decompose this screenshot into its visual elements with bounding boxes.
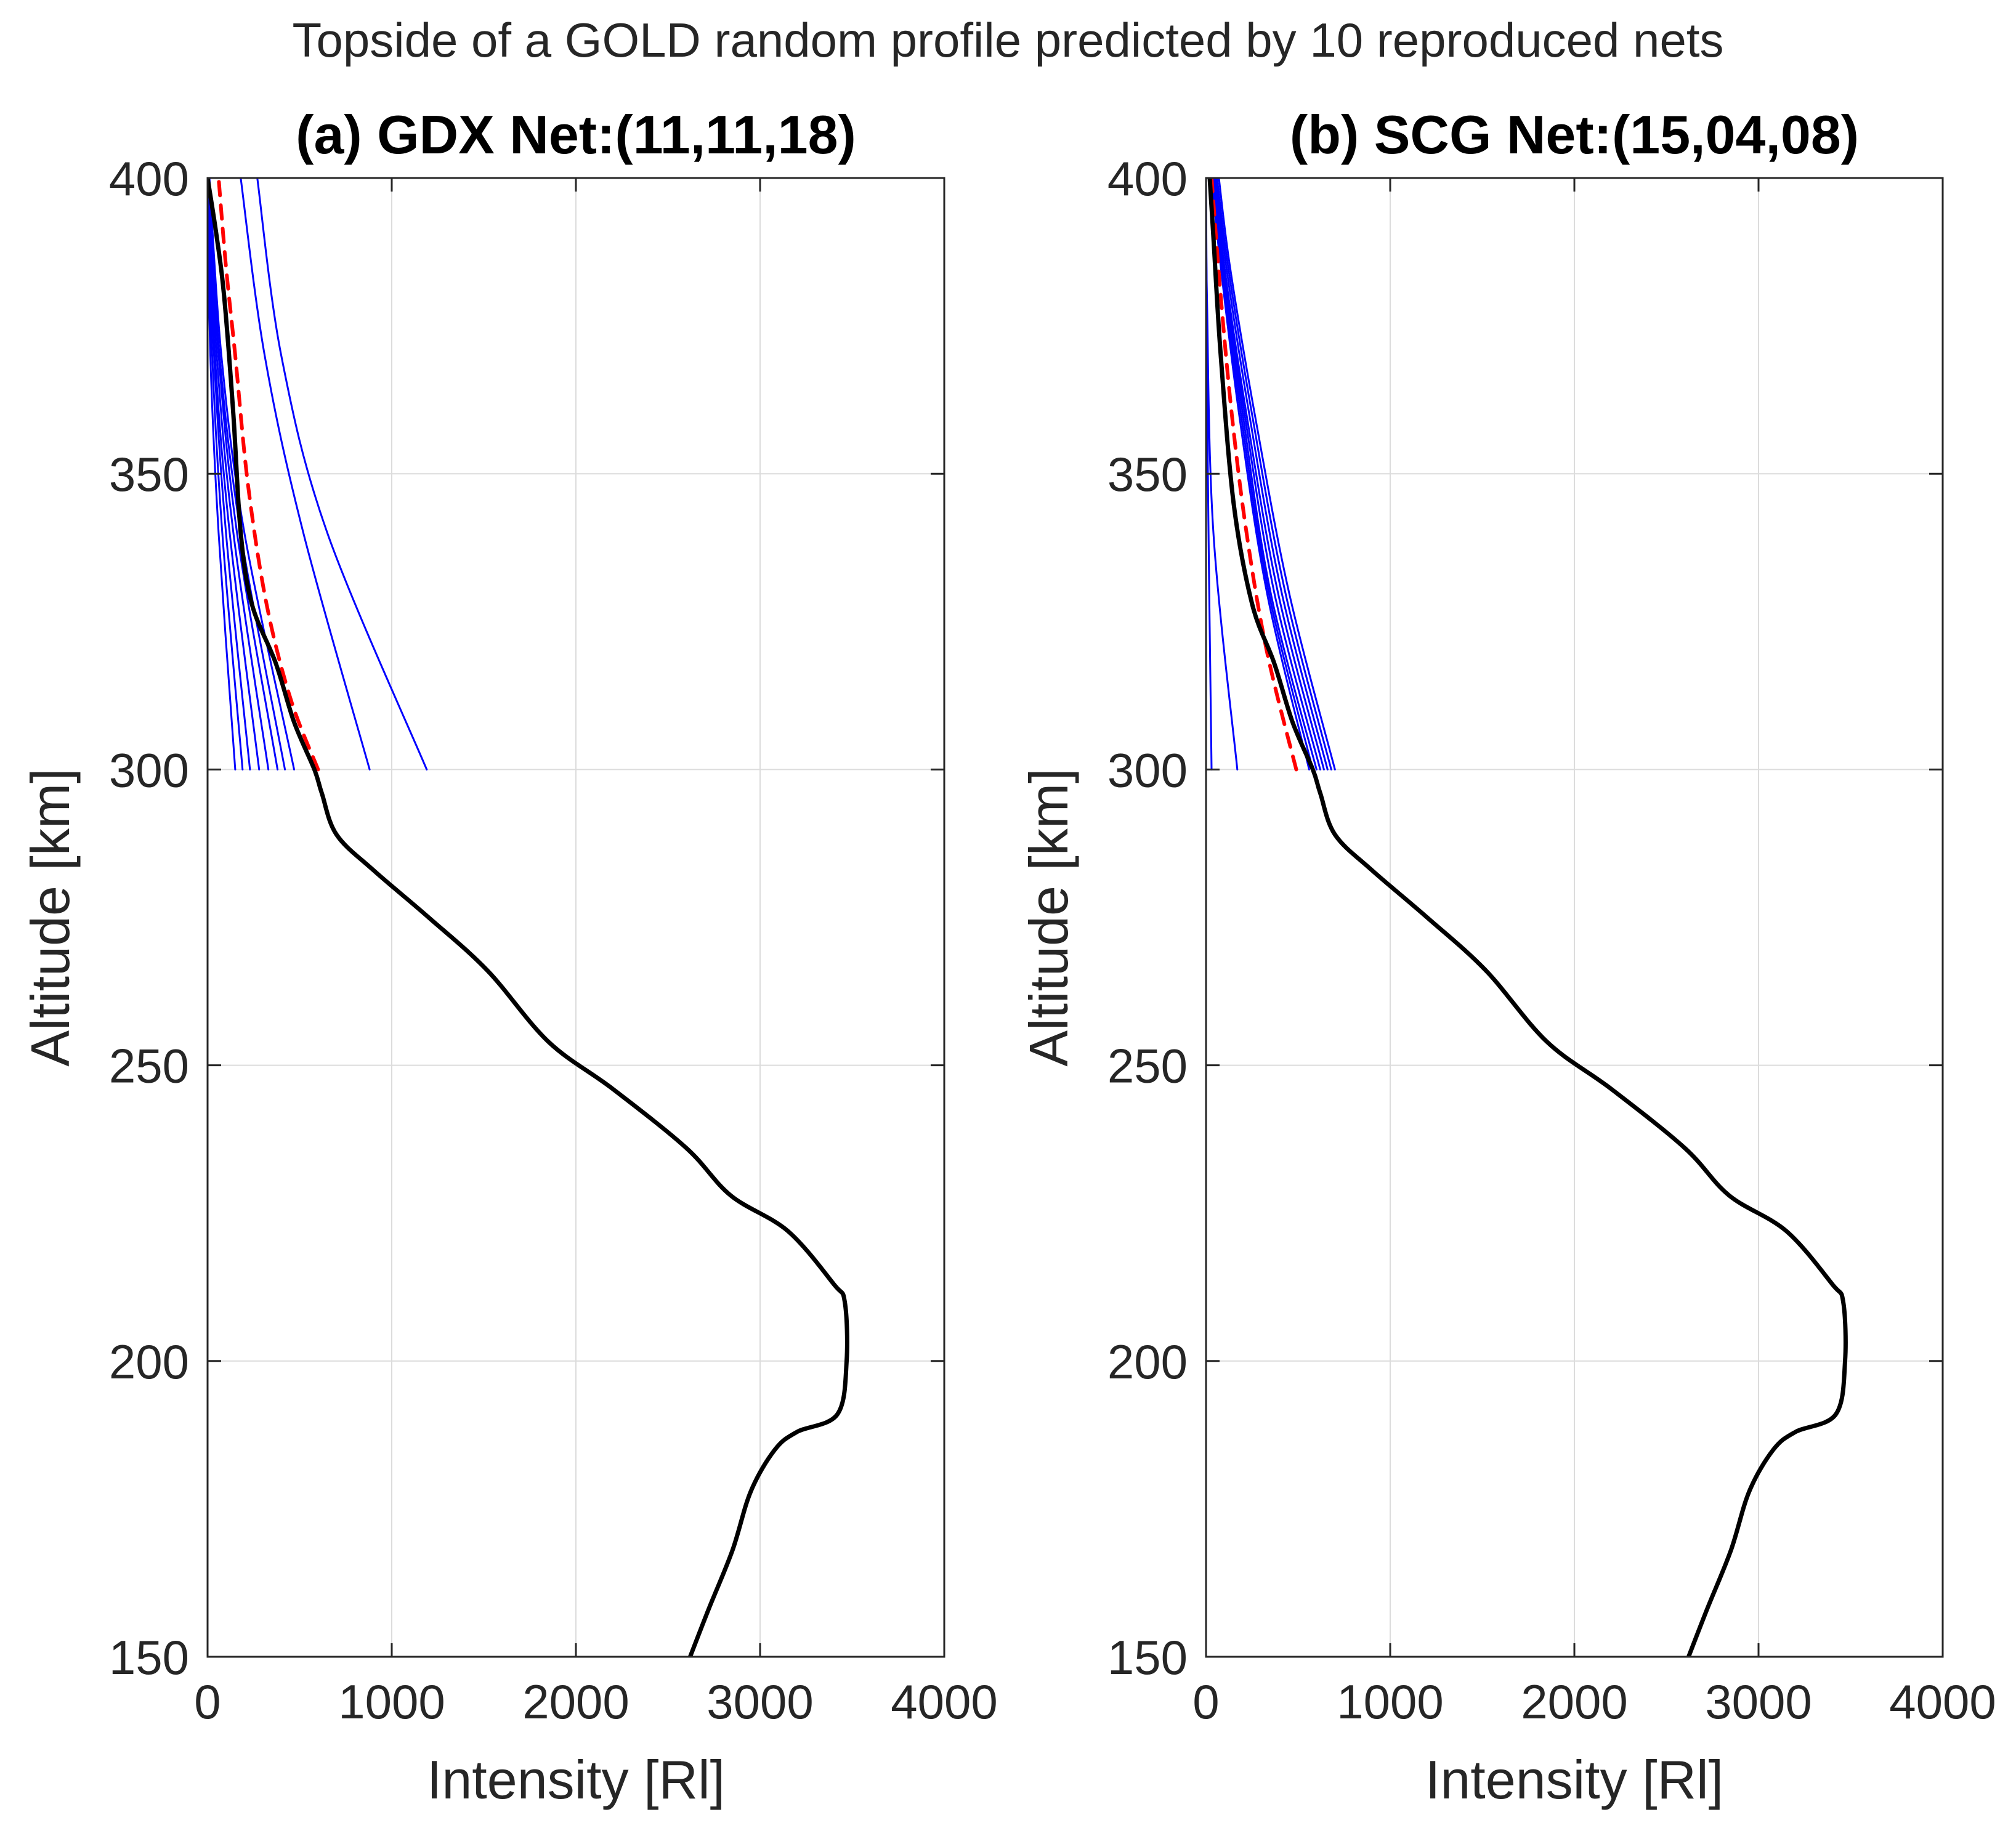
panel-title: (a) GDX Net:(11,11,18)	[296, 104, 856, 165]
x-tick-label: 4000	[1889, 1675, 1996, 1729]
series-group	[208, 178, 849, 1657]
y-tick-label: 150	[1107, 1630, 1188, 1684]
y-tick-label: 150	[109, 1630, 189, 1684]
x-axis-label: Intensity [Rl]	[1425, 1749, 1723, 1810]
x-tick-label: 1000	[338, 1675, 445, 1729]
net-prediction-line	[1215, 178, 1329, 770]
figure-title: Topside of a GOLD random profile predict…	[292, 13, 1724, 67]
net-prediction-line	[256, 178, 428, 770]
y-tick-label: 250	[109, 1039, 189, 1093]
x-axis-label: Intensity [Rl]	[427, 1749, 725, 1810]
x-tick-label: 2000	[1521, 1675, 1628, 1729]
gold-profile-line	[208, 178, 849, 1657]
net-prediction-line	[240, 178, 371, 770]
gold-profile-line	[1207, 178, 1848, 1657]
x-tick-label: 3000	[706, 1675, 814, 1729]
reference-dashed-line	[1210, 178, 1298, 772]
y-tick-label: 350	[1107, 447, 1188, 501]
y-tick-label: 400	[1107, 152, 1188, 206]
x-tick-label: 3000	[1705, 1675, 1812, 1729]
y-tick-label: 300	[1107, 743, 1188, 797]
x-tick-label: 0	[1192, 1675, 1219, 1729]
net-prediction-line	[1218, 178, 1336, 770]
panel-a: 0 1000 2000 3000 4000 150 200 250 300 350 400 (a) G…	[20, 104, 998, 1810]
net-prediction-line	[208, 178, 295, 770]
panel-title: (b) SCG Net:(15,04,08)	[1290, 104, 1859, 165]
x-tick-label: 0	[194, 1675, 221, 1729]
x-tick-label: 1000	[1337, 1675, 1444, 1729]
y-tick-label: 400	[109, 152, 189, 206]
y-tick-label: 300	[109, 743, 189, 797]
y-tick-label: 200	[1107, 1335, 1188, 1389]
net-prediction-line	[1214, 178, 1325, 770]
net-prediction-line	[1216, 178, 1332, 770]
y-axis-label: Altitude [km]	[20, 768, 81, 1066]
y-tick-label: 200	[109, 1335, 189, 1389]
net-prediction-line	[208, 178, 286, 770]
y-tick-label: 350	[109, 447, 189, 501]
x-tick-label: 4000	[891, 1675, 998, 1729]
y-tick-label: 250	[1107, 1039, 1188, 1093]
panel-b: 0 1000 2000 3000 4000 150 200 250 300 350 400 (b) S…	[1018, 104, 1996, 1810]
x-tick-label: 2000	[522, 1675, 629, 1729]
reference-dashed-line	[216, 178, 320, 772]
y-axis-label: Altitude [km]	[1018, 768, 1079, 1066]
